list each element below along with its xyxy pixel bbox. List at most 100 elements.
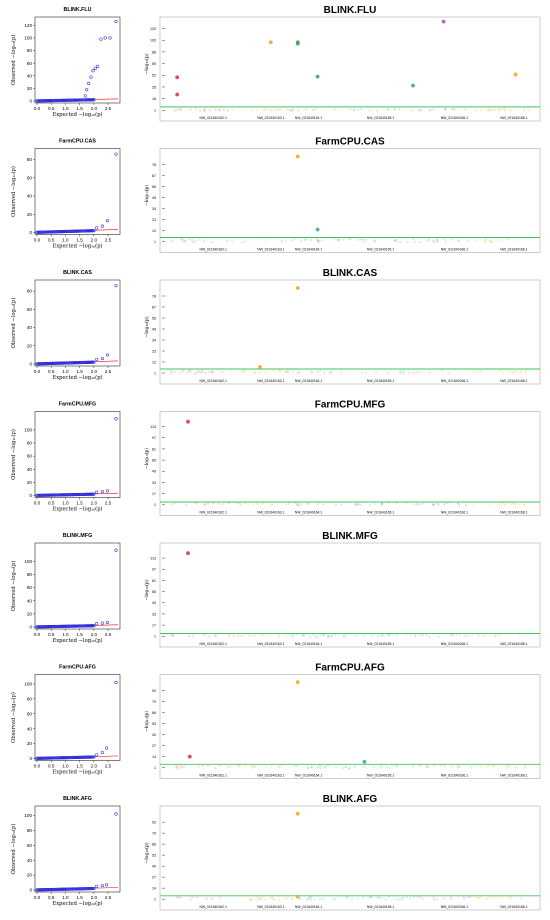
qq-x-tick-label: 1.0 [62,764,69,769]
snp-point [402,369,406,373]
qq-point [82,492,86,496]
snp-point [286,897,289,900]
qq-point [82,360,86,365]
snp-point [318,369,322,373]
snp-point [510,502,513,506]
snp-point [450,765,453,768]
qq-point [71,361,75,365]
snp-point [257,897,261,900]
snp-point [188,369,192,373]
snp-point [501,107,504,110]
snp-point [452,107,455,111]
snp-point [490,240,493,244]
snp-point [465,504,468,507]
snp-point [413,633,416,637]
qq-point [49,756,54,760]
snp-point [242,370,245,374]
snp-point [310,765,313,769]
snp-point [311,108,315,112]
qq-point [68,756,72,760]
qq-point [89,624,93,628]
qq-point [80,492,84,497]
qq-point [90,624,94,628]
snp-point [327,635,330,638]
qq-point [61,229,65,234]
qq-point [43,230,47,234]
qq-point [49,361,54,365]
qq-point [72,229,76,233]
qq-point [57,756,61,760]
snp-point [353,765,356,768]
significant-snp [268,40,273,45]
snp-point [239,764,242,767]
snp-point [309,370,313,373]
snp-point [399,898,402,901]
snp-point [361,240,365,244]
snp-point [284,240,287,243]
qq-frame [34,674,121,761]
qq-point [47,99,52,103]
snp-point [298,504,301,507]
qq-point [52,361,56,365]
qq-point [82,624,86,628]
snp-point [473,369,477,372]
qq-point [92,229,96,233]
snp-point [476,370,480,374]
snp-point [171,634,175,637]
snp-point [275,108,279,111]
snp-point [304,108,308,111]
qq-point [38,625,42,629]
snp-point [243,501,247,505]
contig-label: NW_021640163.1 [257,642,284,646]
qq-point [54,493,58,497]
manhattan-y-tick-label: 103 [150,39,156,43]
qq-point [71,493,75,497]
snp-point [516,371,520,375]
snp-point [472,503,476,506]
snp-point [305,898,309,901]
snp-point [437,503,440,506]
snp-point [524,370,527,373]
qq-point [89,98,93,102]
snp-point [482,240,486,243]
snp-point [455,633,458,637]
snp-point [226,239,229,242]
snp-point [498,109,502,112]
contig-label: NW_021640163.1 [257,905,284,909]
qq-point [53,230,57,234]
snp-point [169,372,173,375]
snp-point [527,108,531,112]
snp-point [508,108,511,112]
qq-point [88,624,92,628]
snp-point [436,502,439,505]
qq-point [57,493,61,497]
snp-point [250,898,254,901]
qq-point [78,492,82,497]
snp-point [288,109,292,112]
manhattan-title: FarmCPU.CAS [315,137,385,148]
snp-point [377,896,381,899]
qq-y-tick-label: 120 [24,23,32,28]
qq-point [40,493,44,497]
qq-point [47,230,52,234]
snp-point [257,503,260,506]
qq-point [87,98,91,102]
snp-point [306,502,309,506]
snp-point [203,240,206,243]
snp-point [415,503,418,506]
contig-label: NW_021640166.1 [441,248,468,252]
snp-point [251,504,255,507]
snp-point [218,108,221,111]
qq-x-tick-label: 1.0 [62,632,69,637]
qq-expected-line [36,624,119,628]
qq-point [84,98,88,102]
snp-point [511,501,514,505]
snp-point [426,239,430,242]
snp-point [249,898,253,901]
snp-point [264,371,268,375]
snp-point [254,765,257,768]
qq-y-tick-label: 20 [27,212,33,217]
qq-point [68,229,72,233]
qq-point [48,625,53,629]
snp-point [204,371,207,374]
